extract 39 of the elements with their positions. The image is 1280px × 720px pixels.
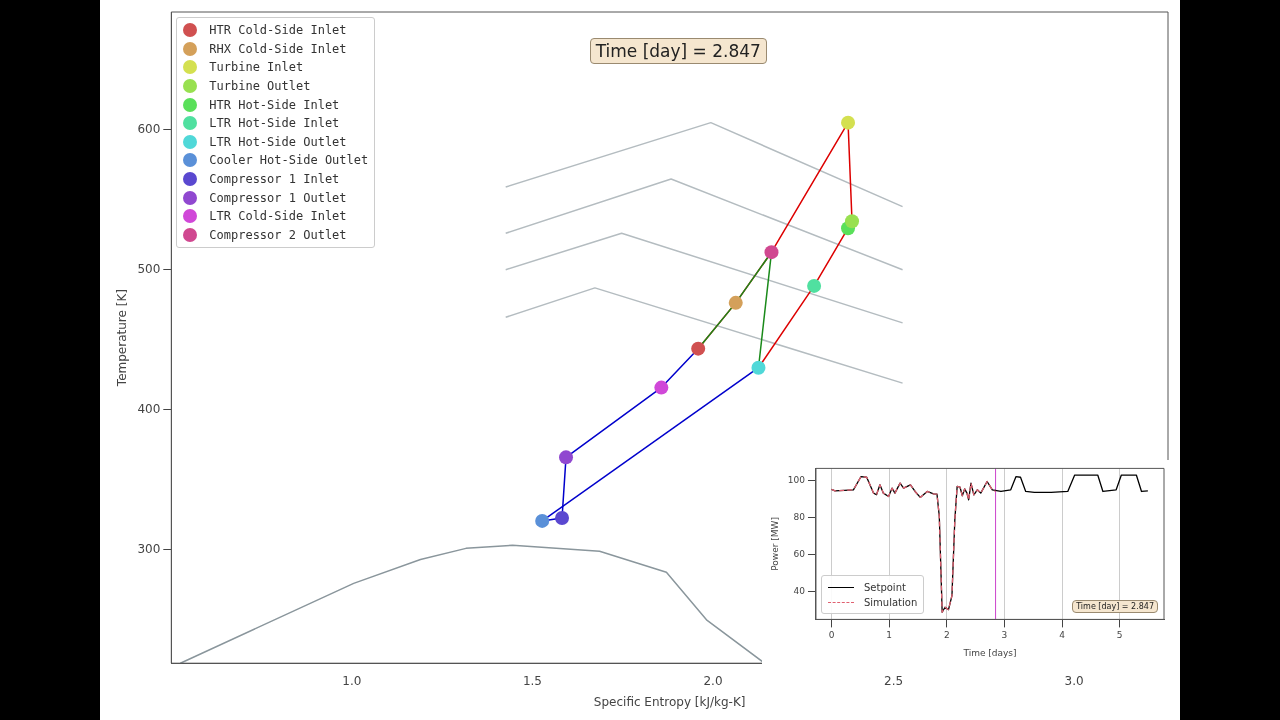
y-tick-label: 100 bbox=[787, 474, 806, 485]
x-tick-label: 4 bbox=[1059, 630, 1066, 641]
legend-label: HTR Cold-Side Inlet bbox=[209, 23, 347, 38]
legend-label: HTR Hot-Side Inlet bbox=[209, 97, 340, 112]
x-tick-label: 0 bbox=[828, 630, 835, 641]
y-tick-label: 600 bbox=[137, 121, 161, 136]
x-axis-title: Specific Entropy [kJ/kg-K] bbox=[593, 694, 746, 709]
x-tick-label: 3 bbox=[1001, 630, 1008, 641]
x-tick-label: 2.5 bbox=[884, 673, 904, 688]
legend-label: Turbine Inlet bbox=[209, 60, 304, 75]
y-axis-title: Power [MW] bbox=[769, 517, 780, 571]
x-tick-label: 2 bbox=[943, 630, 950, 641]
legend-label: Turbine Outlet bbox=[209, 79, 311, 94]
x-tick-label: 2.0 bbox=[703, 673, 723, 688]
legend-label: Compressor 1 Inlet bbox=[209, 172, 340, 187]
y-tick-label: 500 bbox=[137, 261, 161, 276]
legend-label: Setpoint bbox=[863, 581, 906, 593]
y-tick-label: 40 bbox=[793, 585, 806, 596]
legend-label: LTR Hot-Side Outlet bbox=[209, 134, 347, 149]
y-tick-label: 300 bbox=[137, 541, 161, 556]
x-axis-title: Time [days] bbox=[962, 647, 1017, 658]
x-tick-label: 1 bbox=[886, 630, 893, 641]
legend-label: LTR Cold-Side Inlet bbox=[209, 209, 347, 224]
x-tick-label: 3.0 bbox=[1064, 673, 1084, 688]
annotation: Time [day] = 2.847 bbox=[1072, 600, 1158, 614]
legend-label: Compressor 1 Outlet bbox=[209, 190, 347, 205]
legend-label: LTR Hot-Side Inlet bbox=[209, 116, 340, 131]
x-tick-label: 5 bbox=[1116, 630, 1123, 641]
legend-label: Compressor 2 Outlet bbox=[209, 227, 347, 242]
y-axis-title: Temperature [K] bbox=[115, 289, 130, 388]
y-tick-label: 80 bbox=[793, 511, 806, 522]
y-tick-label: 400 bbox=[137, 401, 161, 416]
x-tick-label: 1.0 bbox=[342, 673, 362, 688]
legend-label: RHX Cold-Side Inlet bbox=[209, 41, 347, 56]
x-tick-label: 1.5 bbox=[522, 673, 542, 688]
y-tick-label: 60 bbox=[793, 548, 806, 559]
legend-label: Cooler Hot-Side Outlet bbox=[209, 153, 369, 168]
annotation: Time [day] = 2.847 bbox=[589, 38, 767, 64]
legend-label: Simulation bbox=[863, 597, 918, 609]
